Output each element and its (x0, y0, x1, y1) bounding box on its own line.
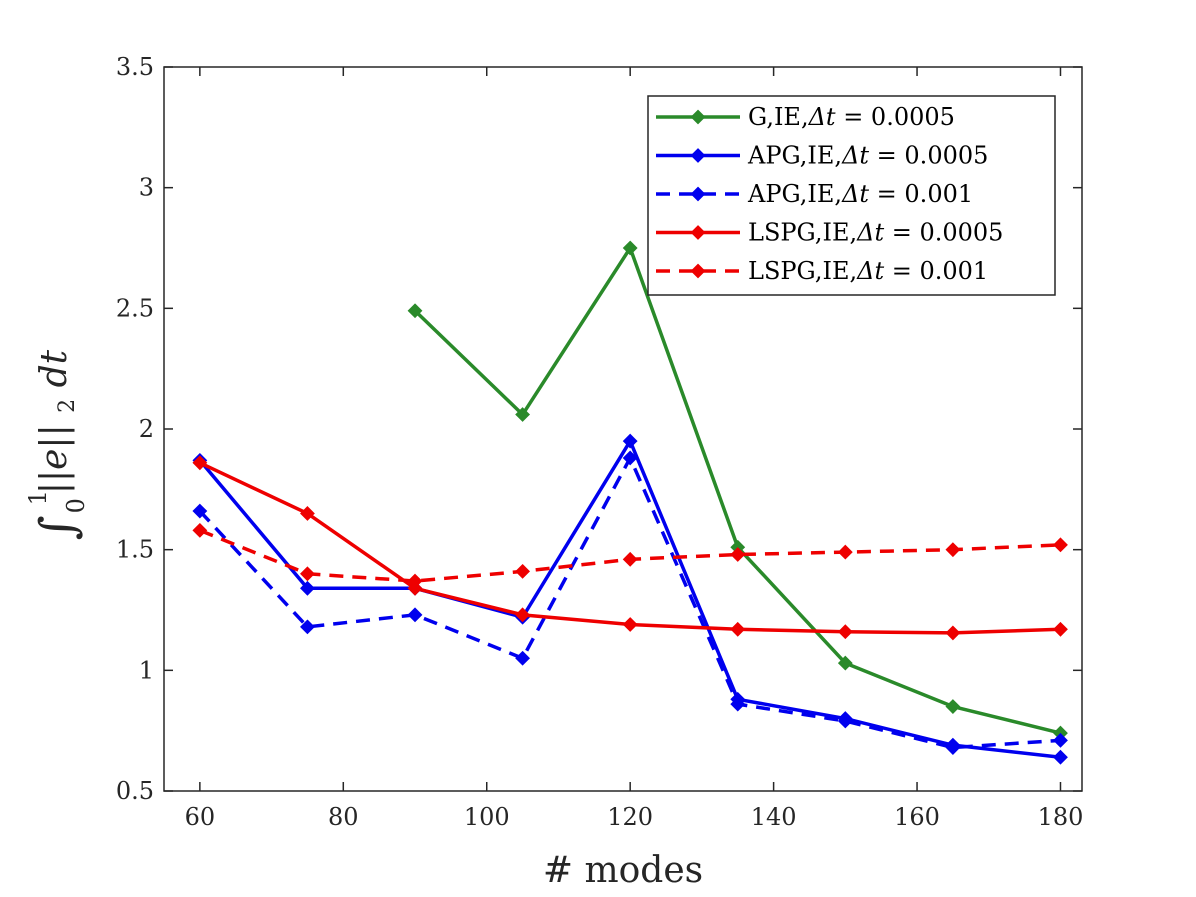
series-2 (192, 450, 1068, 755)
data-point (300, 506, 315, 521)
y-axis-title-integral: ∫ (30, 515, 86, 540)
series-4 (192, 522, 1068, 589)
legend-entry-4: LSPG,IE,Δt = 0.001 (656, 257, 988, 285)
data-point (837, 624, 853, 640)
x-tick-label: 160 (894, 803, 940, 831)
legend-label-value: = 0.001 (869, 180, 973, 208)
legend-label-scheme: LSPG,IE, (748, 257, 857, 285)
x-tick-label: 80 (328, 803, 359, 831)
data-point (945, 699, 961, 714)
legend-label-dt: Δt (841, 142, 869, 170)
data-point (515, 607, 531, 623)
legend-marker (690, 109, 706, 125)
data-point (1053, 749, 1068, 765)
data-point (837, 544, 853, 560)
legend-label-scheme: LSPG,IE, (748, 219, 857, 247)
y-axis-title-upper-limit: 1 (24, 490, 52, 505)
data-point (407, 303, 423, 319)
data-point (407, 573, 423, 589)
data-point (622, 450, 638, 466)
x-tick-label: 180 (1038, 803, 1084, 831)
data-point (730, 696, 746, 712)
legend-label: APG,IE,Δt = 0.0005 (747, 142, 988, 170)
legend-label-scheme: G,IE, (748, 103, 809, 131)
data-point (622, 551, 638, 567)
x-tick-label: 100 (464, 803, 510, 831)
data-point (622, 433, 638, 449)
data-point (730, 547, 746, 562)
legend-label-dt: Δt (856, 219, 884, 247)
data-point (300, 619, 315, 635)
data-point (407, 607, 423, 623)
data-point (192, 522, 208, 538)
data-point (1053, 732, 1068, 748)
legend-label: LSPG,IE,Δt = 0.001 (748, 257, 988, 285)
legend-marker (690, 225, 706, 240)
y-axis-title-lower-limit: 0 (62, 498, 90, 513)
y-axis-title-subscript: 2 (55, 399, 80, 413)
data-point (515, 563, 531, 579)
data-point (837, 713, 853, 729)
tick-layer: 60 80 100 120 140 160 180 0.5 1 1.5 2 2.5 3 3.5 (116, 53, 1084, 831)
legend-marker (690, 186, 706, 202)
y-axis-title-norm: ||e|| (34, 424, 75, 494)
data-point (945, 740, 961, 755)
legend-entry-3: LSPG,IE,Δt = 0.0005 (656, 219, 1003, 247)
y-tick-label: 2 (139, 415, 154, 443)
legend-entry-2: APG,IE,Δt = 0.001 (656, 180, 973, 208)
legend-label-value: = 0.0005 (869, 142, 988, 170)
legend-label-scheme: APG,IE, (747, 142, 842, 170)
svg-text:∫ 1 0 ||e||: ∫ 1 0 ||e|| 2 dt (14, 349, 93, 540)
data-point (192, 455, 208, 471)
legend-label-value: = 0.0005 (884, 219, 1003, 247)
x-axis-title: # modes (543, 850, 703, 891)
data-point (945, 542, 961, 558)
legend-marker (690, 263, 706, 279)
data-point (300, 566, 315, 582)
y-tick-label: 3 (139, 174, 154, 202)
y-tick-label: 0.5 (116, 777, 154, 805)
y-tick-label: 1 (139, 656, 154, 684)
legend-label: G,IE,Δt = 0.0005 (748, 103, 955, 131)
data-point (945, 625, 961, 641)
y-tick-label: 1.5 (116, 536, 154, 564)
x-tick-label: 120 (607, 803, 653, 831)
data-point (192, 503, 208, 519)
legend-label: APG,IE,Δt = 0.001 (747, 180, 973, 208)
legend-label-value: = 0.0005 (836, 103, 955, 131)
legend-label-dt: Δt (856, 257, 884, 285)
legend-label-value: = 0.001 (884, 257, 988, 285)
y-tick-label: 3.5 (116, 53, 154, 81)
legend-label-scheme: APG,IE, (747, 180, 842, 208)
series-layer (192, 240, 1068, 765)
legend-marker (690, 148, 706, 163)
data-point (515, 650, 531, 666)
legend-label-dt: Δt (841, 180, 869, 208)
x-tick-label: 140 (751, 803, 797, 831)
data-point (1053, 537, 1068, 553)
data-point (1053, 621, 1068, 637)
legend-entry-0: G,IE,Δt = 0.0005 (656, 103, 955, 131)
legend-label: LSPG,IE,Δt = 0.0005 (748, 219, 1003, 247)
y-tick-label: 2.5 (116, 294, 154, 322)
series-3 (192, 455, 1068, 641)
data-point (730, 621, 746, 637)
data-point (622, 240, 638, 256)
data-point (515, 407, 531, 422)
y-axis-title: ∫ 1 0 ||e|| 2 dt (14, 349, 93, 540)
legend-label-dt: Δt (808, 103, 836, 131)
data-point (300, 580, 315, 596)
data-point (837, 655, 853, 671)
data-point (622, 617, 638, 632)
legend-entry-1: APG,IE,Δt = 0.0005 (656, 142, 988, 170)
x-tick-label: 60 (185, 803, 216, 831)
y-axis-title-differential: dt (34, 349, 75, 387)
